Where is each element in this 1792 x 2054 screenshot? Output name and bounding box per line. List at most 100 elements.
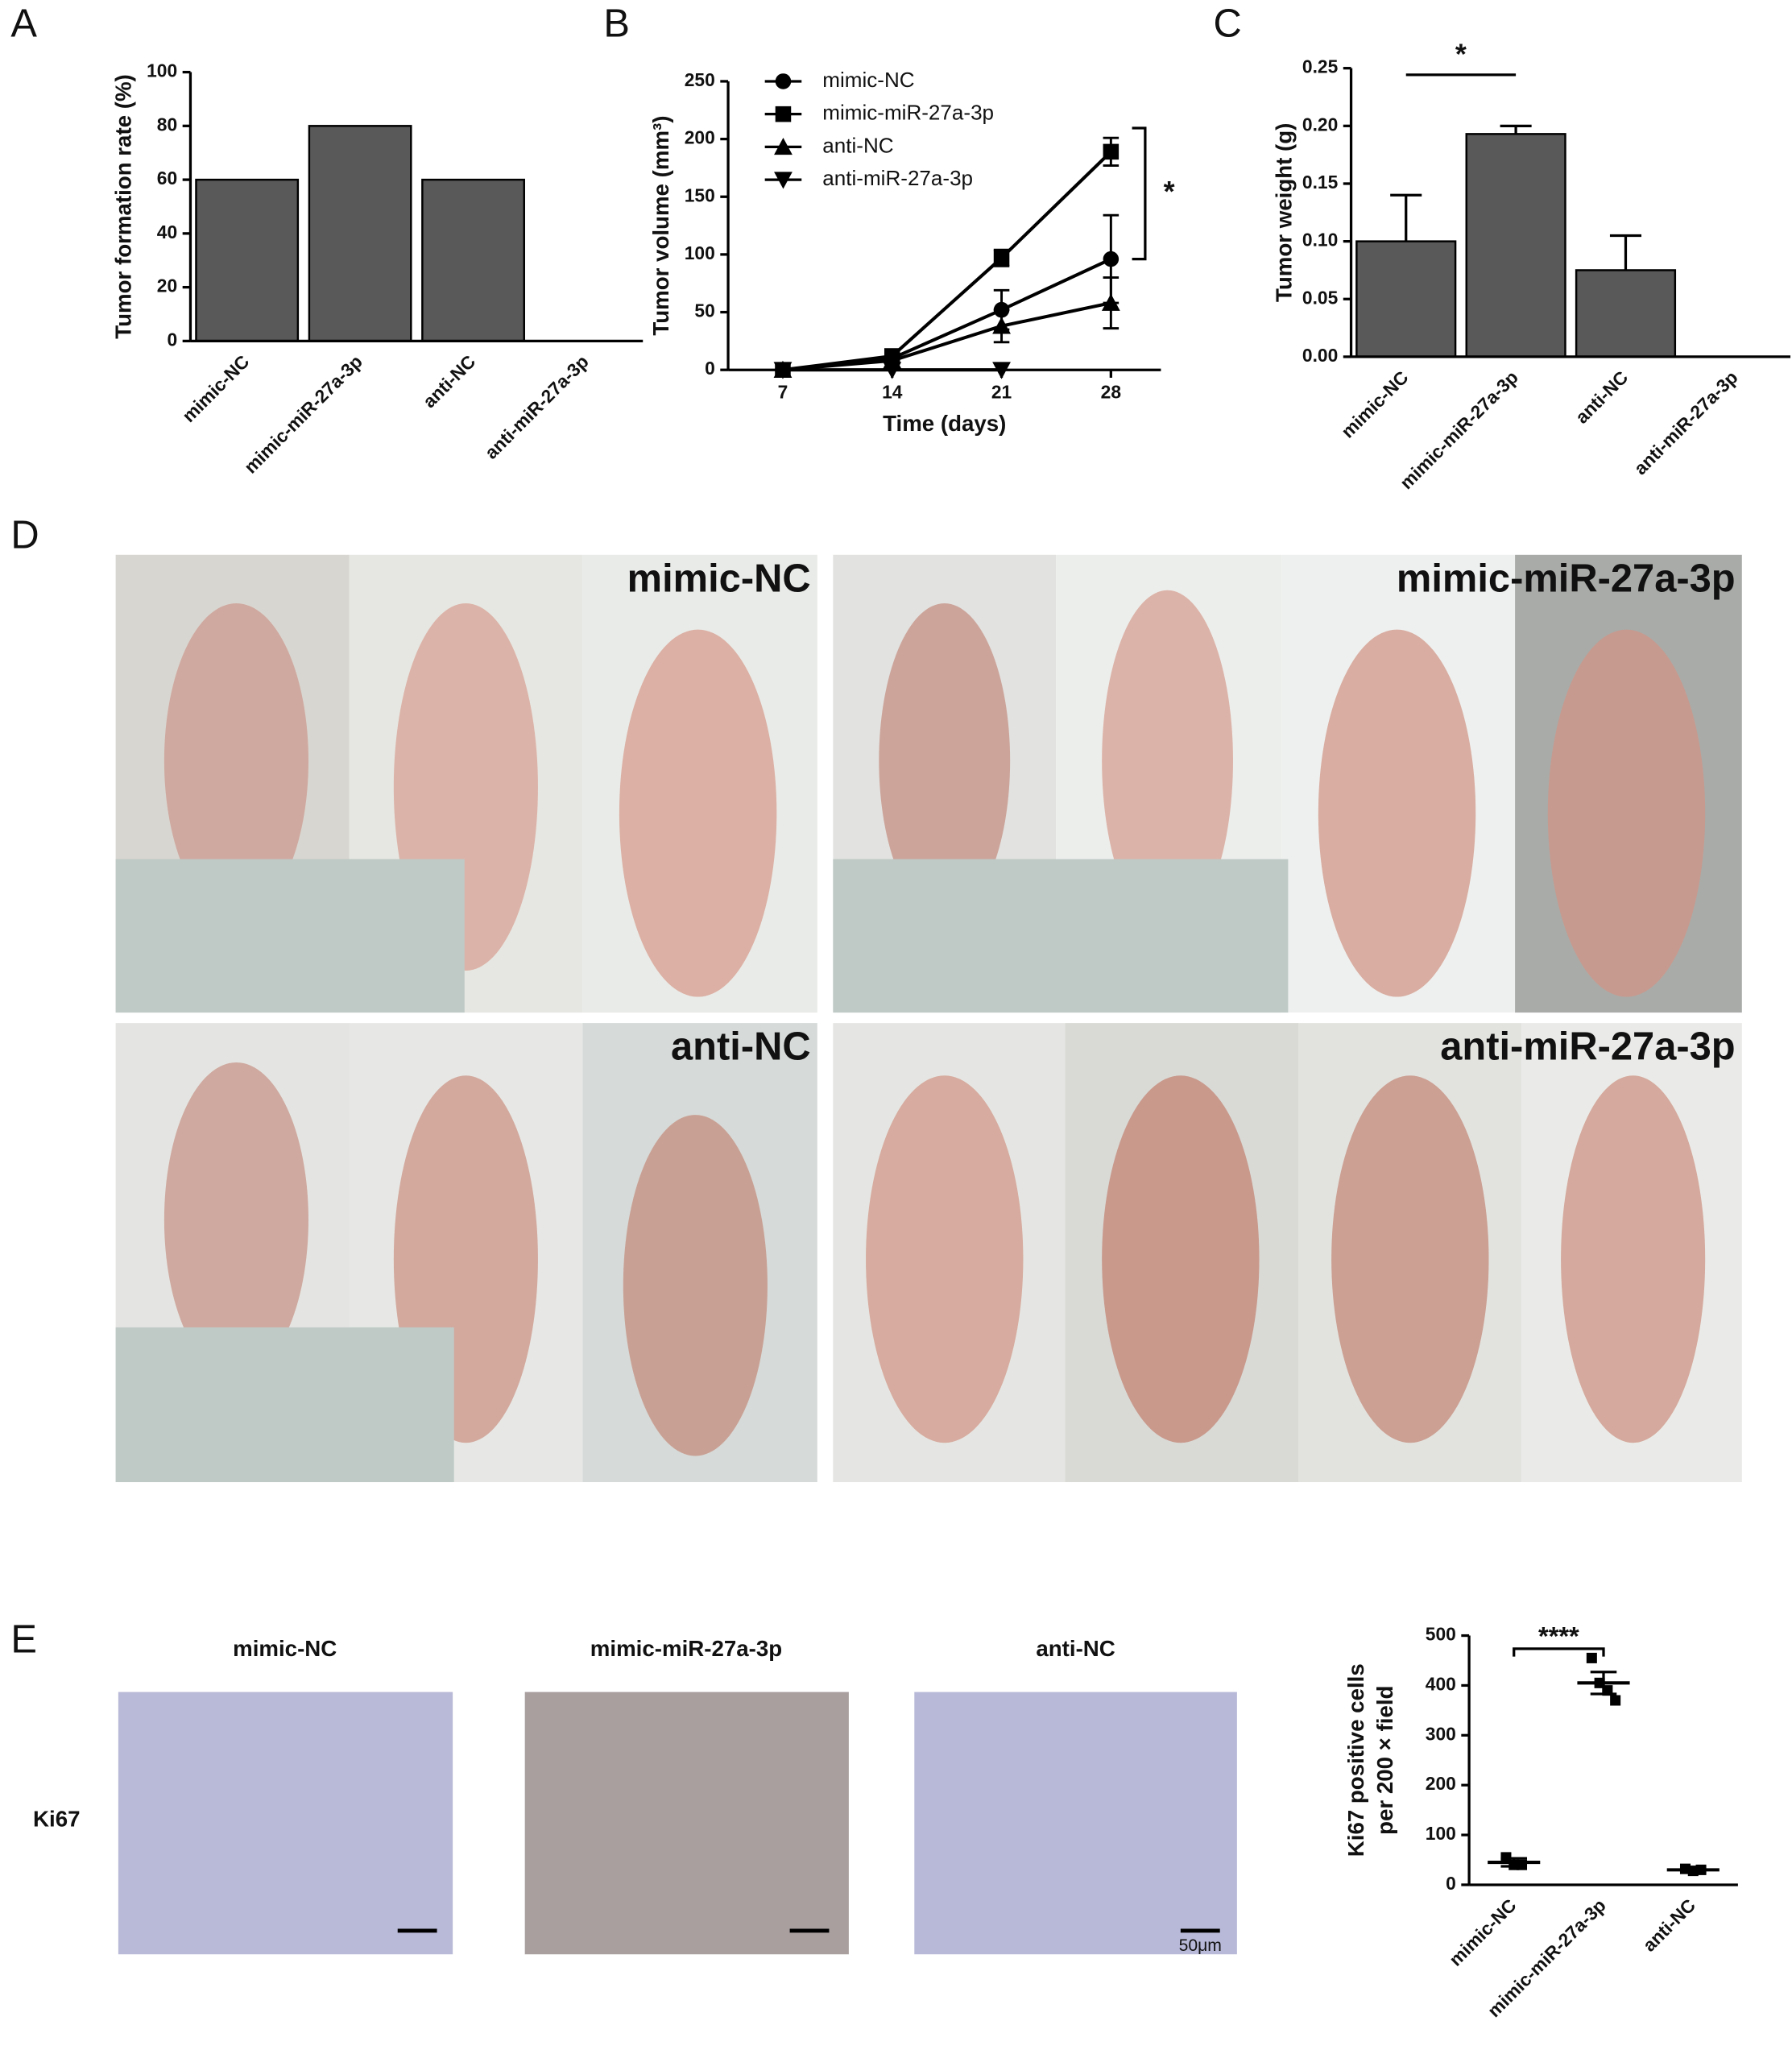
significance-bracket: [1513, 1647, 1605, 1657]
bar: [421, 178, 525, 342]
y-axis-label: Ki67 positive cells: [1343, 1663, 1368, 1857]
photo-label: mimic-miR-27a-3p: [1397, 557, 1736, 600]
row-label: Ki67: [33, 1806, 80, 1831]
marker: [992, 317, 1011, 334]
y-tick-label: 40: [157, 222, 177, 242]
x-tick-label: mimic-NC: [1445, 1895, 1521, 1970]
panel-label: E: [10, 1618, 37, 1662]
mouse: [879, 603, 1011, 918]
y-tick-label: 150: [685, 184, 715, 205]
marker: [1103, 143, 1119, 160]
marker: [992, 362, 1011, 379]
mouse: [1102, 1075, 1260, 1443]
legend-label: anti-miR-27a-3p: [822, 166, 973, 190]
ihc-image: [118, 1692, 453, 1955]
y-tick-label: 300: [1426, 1723, 1456, 1744]
y-tick-label: 0.20: [1302, 114, 1338, 135]
y-tick-label: 100: [147, 60, 177, 81]
x-tick-label: anti-miR-27a-3p: [1629, 366, 1741, 478]
data-point: [1586, 1652, 1597, 1663]
y-tick-label: 0.15: [1302, 172, 1339, 193]
mouse: [1318, 629, 1476, 997]
x-tick-label: anti-NC: [1638, 1895, 1699, 1956]
legend-label: mimic-NC: [822, 68, 914, 92]
y-tick-label: 50: [694, 300, 714, 321]
x-tick-label: 21: [991, 382, 1012, 403]
bar: [1465, 133, 1566, 358]
bar: [195, 178, 300, 342]
y-axis-label: per 200 × field: [1372, 1686, 1397, 1835]
y-tick-label: 200: [685, 127, 715, 148]
marker: [883, 362, 902, 379]
y-tick-label: 400: [1426, 1673, 1456, 1694]
legend-marker: [774, 172, 793, 189]
photo-panel: mimic-NC mimic-miR-27a-3p anti-NC anti-m…: [115, 554, 1742, 1483]
y-tick-label: 0: [167, 329, 177, 350]
mouse: [1561, 1075, 1706, 1443]
x-tick-label: mimic-NC: [1337, 366, 1413, 442]
mouse: [1547, 629, 1706, 997]
y-tick-label: 60: [157, 168, 177, 188]
photo-label: anti-NC: [671, 1025, 811, 1069]
ihc-image: [524, 1692, 849, 1955]
x-axis-label: Time (days): [883, 411, 1006, 436]
y-tick-label: 100: [685, 242, 715, 263]
significance-bracket: [1132, 126, 1147, 261]
panel-label: A: [10, 2, 37, 45]
x-tick-label: anti-NC: [419, 351, 480, 412]
legend-marker: [775, 73, 792, 89]
y-tick-label: 80: [157, 114, 177, 135]
y-tick-label: 500: [1426, 1624, 1456, 1645]
x-tick-label: mimic-miR-27a-3p: [240, 351, 366, 478]
y-tick-label: 0: [1446, 1873, 1456, 1894]
mouse: [163, 603, 308, 918]
marker: [773, 362, 793, 379]
x-tick-label: 14: [882, 382, 903, 403]
x-tick-label: anti-miR-27a-3p: [481, 351, 593, 463]
ihc-title: mimic-NC: [233, 1636, 337, 1661]
x-tick-label: 7: [778, 382, 788, 403]
x-tick-label: mimic-miR-27a-3p: [1396, 366, 1522, 493]
y-axis-label: Tumor formation rate (%): [110, 74, 135, 338]
scale-bar-label: 50μm: [1179, 1936, 1222, 1955]
annotation: *: [1164, 176, 1175, 208]
mouse: [1102, 590, 1233, 932]
legend-marker: [774, 137, 793, 155]
legend-label: anti-NC: [822, 133, 893, 157]
mouse: [163, 1062, 308, 1377]
tumor-inset: [833, 859, 1289, 1013]
ihc-title: mimic-miR-27a-3p: [590, 1636, 782, 1661]
y-tick-label: 100: [1426, 1823, 1456, 1844]
ihc-panel: mimic-NC mimic-miR-27a-3p anti-NC Ki67 5…: [33, 1636, 1237, 1955]
ihc-title: anti-NC: [1036, 1636, 1115, 1661]
mouse: [1331, 1075, 1489, 1443]
series-line: [782, 301, 1111, 372]
y-axis-label: Tumor volume (mm³): [648, 116, 673, 336]
panel-label: D: [10, 514, 39, 557]
y-tick-label: 250: [685, 69, 715, 90]
y-tick-label: 0.10: [1302, 230, 1338, 251]
y-tick-label: 0: [705, 358, 715, 379]
ihc-image: [914, 1692, 1237, 1955]
photo-label: mimic-NC: [627, 557, 811, 600]
y-tick-label: 0.25: [1302, 56, 1339, 77]
tumor-inset: [115, 859, 465, 1013]
x-tick-label: 28: [1101, 382, 1121, 403]
series-line: [782, 150, 1112, 372]
legend-marker: [775, 106, 792, 122]
photo-label: anti-miR-27a-3p: [1440, 1025, 1735, 1069]
bar: [308, 125, 412, 342]
mouse: [619, 629, 777, 997]
y-tick-label: 0.05: [1302, 287, 1339, 308]
tumor-inset: [115, 1327, 454, 1483]
x-tick-label: anti-NC: [1571, 366, 1633, 428]
data-point: [1610, 1695, 1621, 1706]
marker: [1103, 251, 1119, 267]
panel-label: C: [1214, 2, 1242, 45]
marker: [1101, 293, 1120, 311]
mouse: [623, 1115, 768, 1456]
mouse: [866, 1075, 1024, 1443]
legend-label: mimic-miR-27a-3p: [822, 101, 994, 125]
y-tick-label: 0.00: [1302, 345, 1338, 366]
